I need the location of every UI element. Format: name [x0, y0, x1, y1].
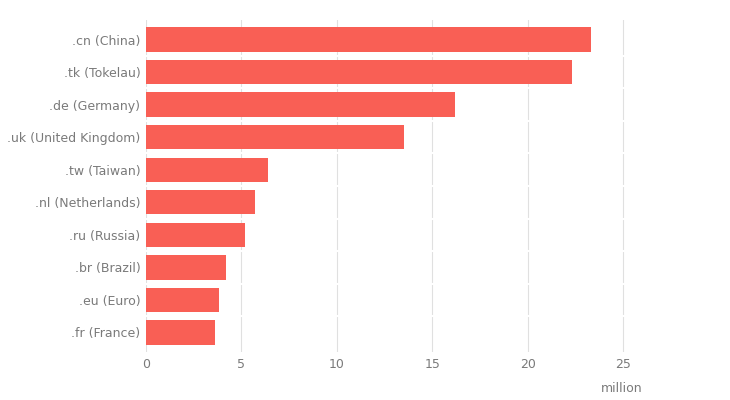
- Bar: [146, 92, 456, 117]
- Bar: [146, 320, 215, 345]
- Bar: [146, 60, 572, 84]
- Bar: [146, 255, 226, 280]
- Bar: [146, 190, 255, 214]
- Bar: [146, 125, 404, 149]
- Text: million: million: [601, 382, 642, 395]
- Bar: [146, 223, 245, 247]
- Bar: [146, 288, 218, 312]
- Bar: [146, 27, 591, 52]
- Bar: [146, 158, 268, 182]
